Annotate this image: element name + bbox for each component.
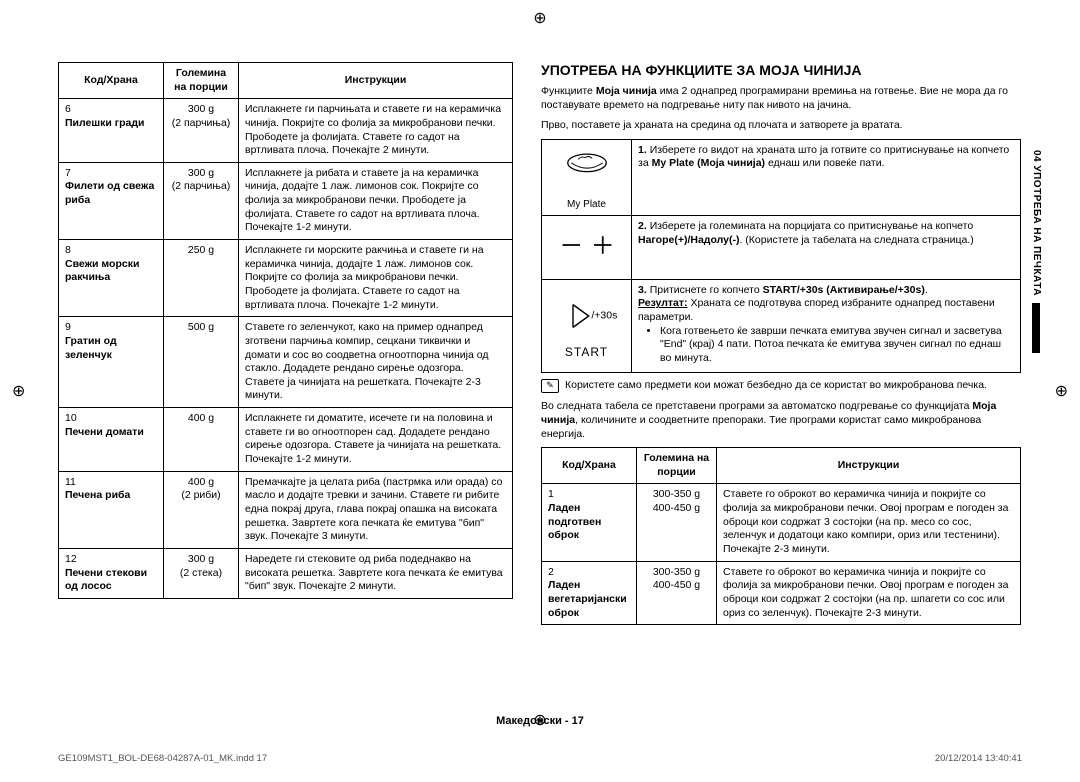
cell-code: 12Печени стекови од лосос (59, 548, 164, 598)
cell-instr: Исплакнете ги парчињата и ставете ги на … (239, 99, 513, 163)
cell-code: 8Свежи морски ракчиња (59, 240, 164, 317)
footer-right: 20/12/2014 13:40:41 (935, 753, 1022, 764)
cell-size: 500 g (164, 317, 239, 408)
cell-size: 300 g(2 парчиња) (164, 162, 239, 239)
right-column: УПОТРЕБА НА ФУНКЦИИТЕ ЗА МОЈА ЧИНИЈА Фун… (541, 62, 1021, 625)
table-row: 1Ладен подготвен оброк300-350 g400-450 g… (542, 484, 1021, 561)
cell-size: 400 g(2 риби) (164, 471, 239, 548)
page-content: Код/Храна Големина на порции Инструкции … (0, 0, 1080, 655)
table-row: 9Гратин од зеленчук500 gСтавете го зелен… (59, 317, 513, 408)
crop-mark-top: ⊕ (533, 8, 546, 28)
table-row: 8Свежи морски ракчиња250 gИсплакнете ги … (59, 240, 513, 317)
cell-instr: Ставете го оброкот во керамичка чинија и… (717, 484, 1021, 561)
table-row: 2Ладен вегетаријански оброк300-350 g400-… (542, 561, 1021, 625)
th2-code: Код/Храна (542, 448, 637, 484)
start-sub-text: /+30s (591, 309, 617, 321)
table-row: 6Пилешки гради300 g(2 парчиња)Исплакнете… (59, 99, 513, 163)
cell-size: 300 g(2 стека) (164, 548, 239, 598)
cell-instr: Исплакнете ги доматите, исечете ги на по… (239, 408, 513, 472)
start-icon-cell: /+30s START (542, 279, 632, 372)
cell-code: 11Печена риба (59, 471, 164, 548)
cell-code: 1Ладен подготвен оброк (542, 484, 637, 561)
th-code: Код/Храна (59, 63, 164, 99)
intro-para-1: Функциите Моја чинија има 2 однапред про… (541, 84, 1021, 112)
step-3: 3. Притиснете го копчето START/+30s (Акт… (632, 279, 1021, 372)
cell-instr: Ставете го оброкот во керамичка чинија и… (717, 561, 1021, 625)
intro-para-2: Прво, поставете ја храната на средина од… (541, 118, 1021, 132)
footer: GE109MST1_BOL-DE68-04287A-01_MK.indd 17 … (58, 753, 1022, 764)
table-row: 12Печени стекови од лосос300 g(2 стека)Н… (59, 548, 513, 598)
th-instr: Инструкции (239, 63, 513, 99)
cell-code: 2Ладен вегетаријански оброк (542, 561, 637, 625)
cell-instr: Наредете ги стековите од риба подеднакво… (239, 548, 513, 598)
cell-code: 9Гратин од зеленчук (59, 317, 164, 408)
note-row: ✎ Користете само предмети кои можат безб… (541, 379, 1021, 393)
cell-size: 300-350 g400-450 g (637, 561, 717, 625)
crop-mark-right: ⊕ (1055, 381, 1068, 401)
note-icon: ✎ (541, 379, 559, 393)
note-text: Користете само предмети кои можат безбед… (565, 379, 987, 393)
updown-icon-cell (542, 216, 632, 280)
cell-instr: Ставете го зеленчукот, како на пример од… (239, 317, 513, 408)
th2-instr: Инструкции (717, 448, 1021, 484)
step3-bullet: Кога готвењето ќе заврши печката емитува… (660, 325, 1014, 366)
th-size: Големина на порции (164, 63, 239, 99)
table-row: 7Филети од свежа риба300 g(2 парчиња)Исп… (59, 162, 513, 239)
step-2: 2. Изберете ја големината на порцијата с… (632, 216, 1021, 280)
step-1: 1. Изберете го видот на храната што ја г… (632, 139, 1021, 216)
start-label: START (548, 345, 625, 361)
side-tab-marker (1032, 303, 1040, 353)
myplate-icon-cell: My Plate (542, 139, 632, 216)
table2-intro: Во следната табела се претставени програ… (541, 399, 1021, 442)
start-icon: /+30s (552, 291, 622, 341)
myplate-label: My Plate (548, 198, 625, 211)
myplate-icon (552, 144, 622, 194)
cell-code: 7Филети од свежа риба (59, 162, 164, 239)
cell-size: 400 g (164, 408, 239, 472)
cell-code: 10Печени домати (59, 408, 164, 472)
side-tab: 04 УПОТРЕБА НА ПЕЧКАТА (1031, 150, 1042, 353)
th2-size: Големина на порции (637, 448, 717, 484)
cell-instr: Исплакнете ја рибата и ставете ја на кер… (239, 162, 513, 239)
cell-code: 6Пилешки гради (59, 99, 164, 163)
cell-size: 300 g(2 парчиња) (164, 99, 239, 163)
cell-size: 300-350 g400-450 g (637, 484, 717, 561)
updown-icon (552, 220, 622, 270)
left-column: Код/Храна Големина на порции Инструкции … (58, 62, 513, 625)
steps-table: My Plate 1. Изберете го видот на храната… (541, 139, 1021, 373)
cell-instr: Исплакнете ги морските ракчиња и ставете… (239, 240, 513, 317)
crop-mark-left: ⊕ (12, 381, 25, 401)
section-title: УПОТРЕБА НА ФУНКЦИИТЕ ЗА МОЈА ЧИНИЈА (541, 62, 1021, 78)
footer-left: GE109MST1_BOL-DE68-04287A-01_MK.indd 17 (58, 753, 267, 764)
cell-size: 250 g (164, 240, 239, 317)
table-row: 10Печени домати400 gИсплакнете ги домати… (59, 408, 513, 472)
page-number: Македонски - 17 (0, 715, 1080, 727)
food-table-right: Код/Храна Големина на порции Инструкции … (541, 447, 1021, 625)
food-table-left: Код/Храна Големина на порции Инструкции … (58, 62, 513, 599)
cell-instr: Премачкајте ја целата риба (пастрмка или… (239, 471, 513, 548)
table-row: 11Печена риба400 g(2 риби)Премачкајте ја… (59, 471, 513, 548)
